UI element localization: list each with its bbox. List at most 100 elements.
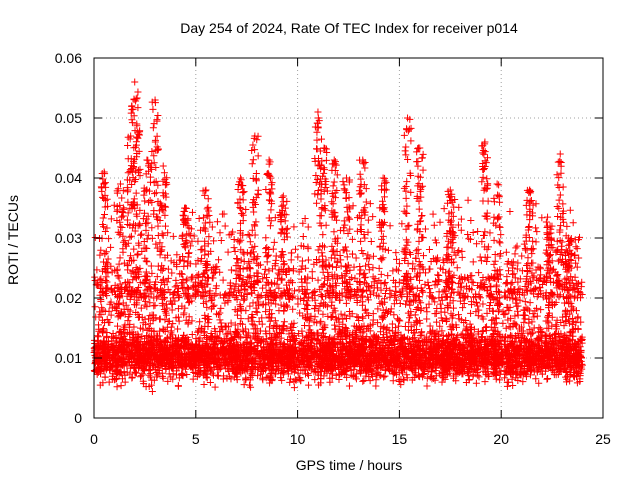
data-point xyxy=(532,375,540,383)
x-axis-label: GPS time / hours xyxy=(296,457,403,473)
data-point xyxy=(174,305,182,313)
data-point xyxy=(395,322,403,330)
data-point xyxy=(396,300,404,308)
data-point xyxy=(492,375,500,383)
data-point xyxy=(217,304,225,312)
data-point xyxy=(426,329,434,337)
data-point xyxy=(474,302,482,310)
data-point xyxy=(388,320,396,328)
data-point xyxy=(150,302,158,310)
data-points xyxy=(90,78,586,395)
data-point xyxy=(431,376,439,384)
data-point xyxy=(394,315,402,323)
data-point xyxy=(553,316,561,324)
data-point xyxy=(504,378,512,386)
data-point xyxy=(508,375,516,383)
data-point xyxy=(355,317,363,325)
data-point xyxy=(462,317,470,325)
data-point xyxy=(341,311,349,319)
data-point xyxy=(426,373,434,381)
data-point xyxy=(194,328,202,336)
data-point xyxy=(196,318,204,326)
data-point xyxy=(265,323,273,331)
data-point xyxy=(366,287,374,295)
data-point xyxy=(188,317,196,325)
data-point xyxy=(100,325,108,333)
data-point xyxy=(184,320,192,328)
data-point xyxy=(224,298,232,306)
data-point xyxy=(345,382,353,390)
data-point xyxy=(560,299,568,307)
data-point xyxy=(472,379,480,387)
data-point xyxy=(543,375,551,383)
data-point xyxy=(132,308,140,316)
data-point xyxy=(374,305,382,313)
data-point xyxy=(431,310,439,318)
data-point xyxy=(511,312,519,320)
data-point xyxy=(143,303,151,311)
data-point xyxy=(537,306,545,314)
data-point xyxy=(211,383,219,391)
data-point xyxy=(248,370,256,378)
chart-title: Day 254 of 2024, Rate Of TEC Index for r… xyxy=(180,20,518,36)
data-point xyxy=(280,318,288,326)
data-point xyxy=(113,383,121,391)
data-point xyxy=(319,310,327,318)
data-point xyxy=(214,372,222,380)
data-point xyxy=(289,305,297,313)
data-point xyxy=(544,317,552,325)
data-point xyxy=(246,302,254,310)
data-point xyxy=(290,384,298,392)
data-point xyxy=(481,378,489,386)
data-point xyxy=(271,317,279,325)
data-point xyxy=(301,305,309,313)
data-point xyxy=(174,325,182,333)
data-point xyxy=(514,330,522,338)
data-point xyxy=(390,300,398,308)
data-point xyxy=(520,311,528,319)
data-point xyxy=(467,309,475,317)
data-point xyxy=(128,374,136,382)
data-point xyxy=(206,379,214,387)
data-point xyxy=(175,317,183,325)
data-point xyxy=(305,322,313,330)
data-point xyxy=(423,374,431,382)
data-point xyxy=(183,370,191,378)
data-point xyxy=(513,307,521,315)
data-point xyxy=(161,316,169,324)
data-point xyxy=(210,301,218,309)
data-point xyxy=(148,387,156,395)
data-point xyxy=(415,372,423,380)
data-point xyxy=(266,317,274,325)
data-point xyxy=(305,381,313,389)
data-point xyxy=(239,320,247,328)
data-point xyxy=(560,322,568,330)
data-point xyxy=(476,294,484,302)
data-point xyxy=(459,304,467,312)
data-point xyxy=(147,370,155,378)
data-point xyxy=(164,377,172,385)
data-point xyxy=(526,325,534,333)
data-point xyxy=(311,313,319,321)
data-point xyxy=(577,318,585,326)
data-point xyxy=(368,282,376,290)
data-point xyxy=(391,292,399,300)
data-point xyxy=(200,381,208,389)
data-point xyxy=(403,371,411,379)
data-point xyxy=(433,318,441,326)
data-point xyxy=(304,302,312,310)
data-point xyxy=(495,306,503,314)
data-point xyxy=(372,376,380,384)
data-point xyxy=(114,322,122,330)
data-point xyxy=(156,315,164,323)
data-point xyxy=(216,316,224,324)
data-point xyxy=(535,379,543,387)
data-point xyxy=(521,315,529,323)
data-point xyxy=(262,308,270,316)
data-point xyxy=(295,375,303,383)
data-point xyxy=(237,315,245,323)
data-point xyxy=(382,325,390,333)
data-point xyxy=(137,304,145,312)
data-point xyxy=(434,271,442,279)
data-point xyxy=(563,268,571,276)
